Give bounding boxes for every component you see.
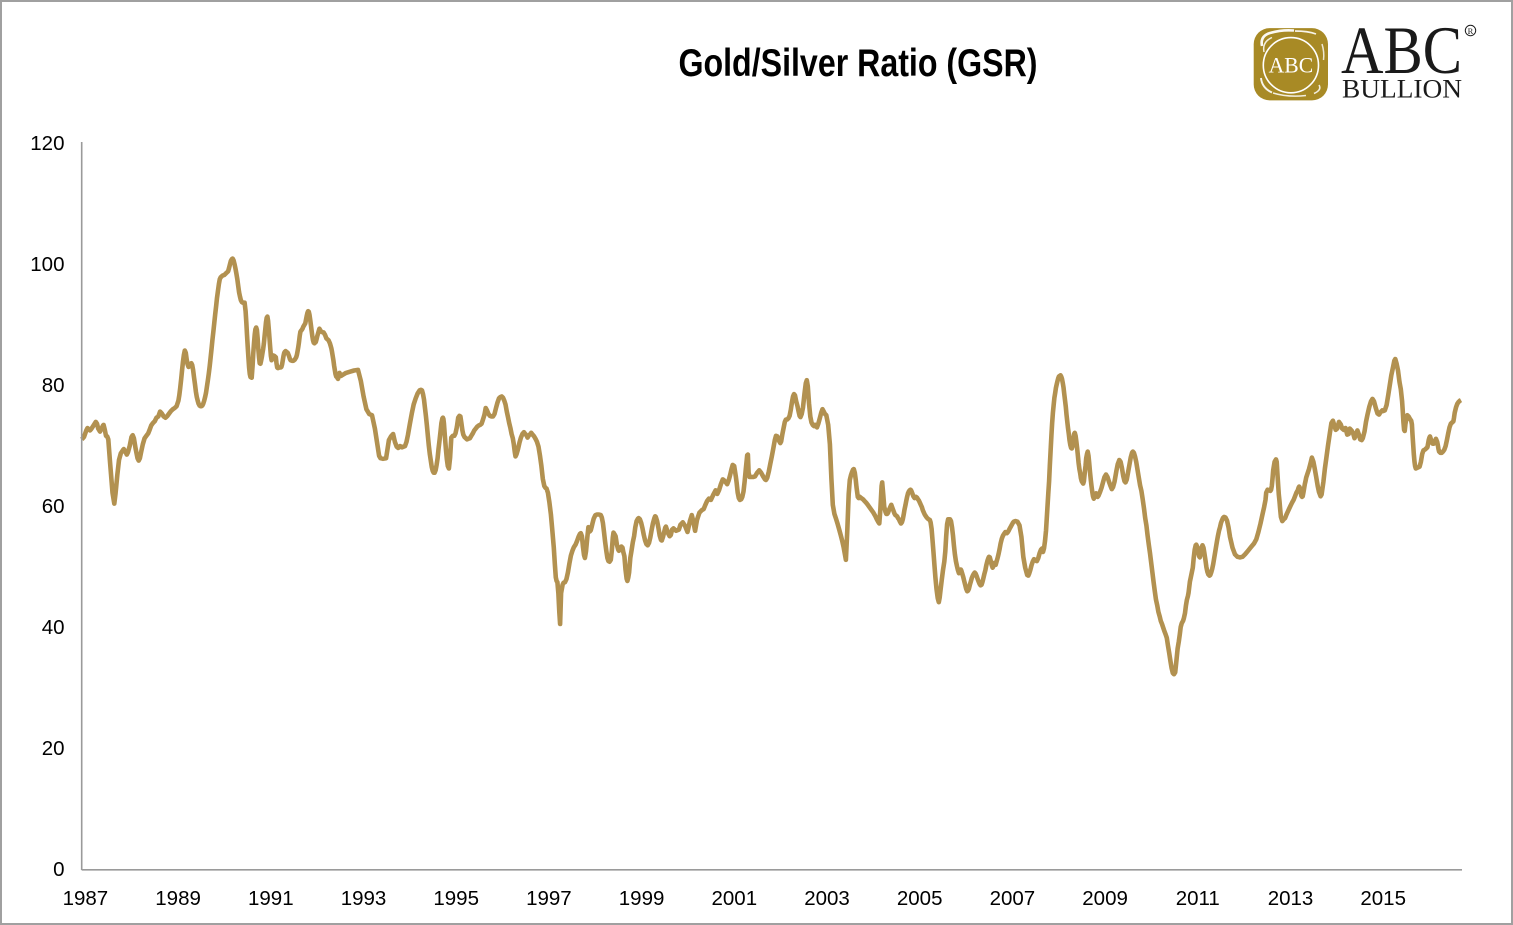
svg-text:ABC: ABC bbox=[1341, 12, 1462, 88]
svg-text:BULLION: BULLION bbox=[1342, 75, 1462, 104]
svg-text:ABC: ABC bbox=[1269, 53, 1314, 78]
svg-text:R: R bbox=[1468, 26, 1474, 36]
